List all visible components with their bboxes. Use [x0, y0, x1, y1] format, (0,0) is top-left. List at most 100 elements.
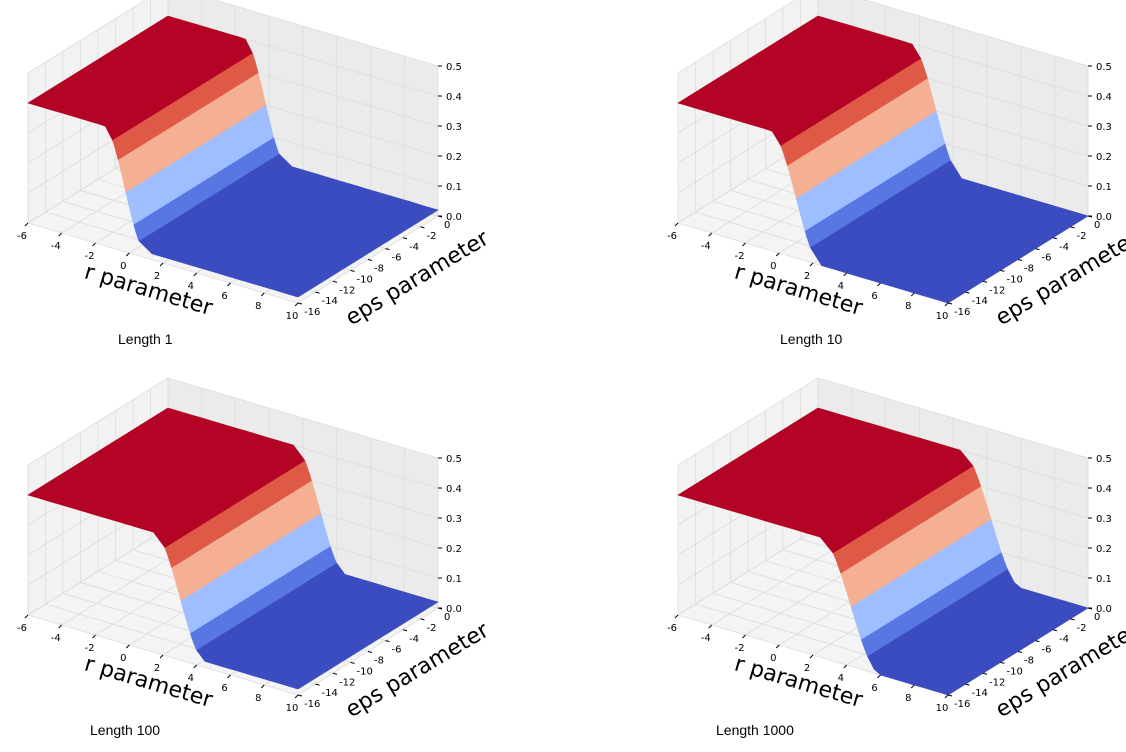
z-tick-label: 0.4 [1096, 92, 1112, 103]
z-tick-label: 0.1 [446, 574, 462, 585]
y-tick-label: -16 [304, 699, 320, 710]
x-tick-label: -2 [85, 251, 95, 262]
y-tick-mark [1052, 629, 1058, 632]
z-tick-label: 0.3 [446, 514, 462, 525]
surface [27, 15, 439, 298]
surface-band [840, 485, 992, 607]
surface-band [180, 512, 331, 634]
surface-band [27, 407, 306, 548]
x-tick-label: 4 [188, 673, 194, 684]
x-tick-label: -2 [735, 643, 745, 654]
surface-band [27, 15, 253, 141]
y-tick-label: 0 [1094, 220, 1100, 231]
x-tick-label: 8 [255, 693, 261, 704]
plot-caption: Length 100 [90, 722, 161, 738]
x-tick-mark [193, 272, 198, 277]
surface-band [786, 77, 937, 199]
grid-line [27, 377, 439, 466]
x-tick-label: 10 [936, 703, 949, 714]
surface-band [780, 57, 928, 166]
y-tick-mark [965, 683, 970, 686]
z-tick-label: 0.0 [446, 212, 462, 223]
y-tick-label: -14 [322, 296, 338, 307]
x-tick-label: 8 [255, 301, 261, 312]
x-tick-mark [944, 302, 949, 307]
surface-band [677, 407, 974, 554]
x-tick-mark [944, 694, 949, 699]
x-tick-label: -6 [17, 231, 27, 242]
surface-band [117, 72, 267, 193]
x-tick-mark [877, 674, 881, 679]
x-tick-mark [294, 694, 299, 699]
surface-band [850, 518, 1002, 640]
x-tick-label: 0 [770, 261, 776, 272]
y-tick-label: -16 [954, 699, 970, 710]
z-tick-label: 0.2 [446, 544, 462, 555]
z-tick-label: 0.4 [446, 92, 462, 103]
y-tick-label: -6 [392, 645, 402, 656]
surface-plot-length-100: -6 -4 -2 0 2 4 6 8 10 -16 -14 -12 -10 -8 -6 -4 -2 0 0.0 0.1… [0, 377, 494, 752]
surface-band [112, 52, 259, 161]
x-tick-mark [775, 252, 780, 257]
x-tick-mark [159, 654, 164, 659]
x-tick-mark [708, 232, 713, 237]
x-tick-mark [910, 684, 915, 689]
x-tick-mark [24, 222, 29, 227]
grid-line [677, 0, 1089, 74]
x-tick-label: 2 [804, 663, 810, 674]
x-tick-mark [159, 262, 164, 267]
x-tick-label: 0 [120, 261, 126, 272]
x-tick-mark [227, 674, 231, 679]
x-tick-label: -6 [667, 623, 677, 634]
x-tick-label: 10 [936, 311, 949, 322]
y-tick-label: -2 [1077, 623, 1087, 634]
x-tick-mark [92, 242, 96, 247]
y-tick-mark [385, 248, 390, 251]
x-tick-label: 8 [905, 693, 911, 704]
x-tick-label: -4 [51, 241, 61, 252]
x-tick-label: -2 [735, 251, 745, 262]
surface-band [171, 480, 322, 601]
z-tick-label: 0.1 [1096, 182, 1112, 193]
surface-plot-length-1000: -6 -4 -2 0 2 4 6 8 10 -16 -14 -12 -10 -8 -6 -4 -2 0 0.0 0.1… [650, 377, 1126, 752]
y-tick-label: -8 [374, 656, 384, 667]
y-tick-mark [982, 672, 988, 675]
y-tick-label: -4 [409, 634, 419, 645]
y-tick-mark [1017, 259, 1023, 261]
y-tick-label: 0 [444, 612, 450, 623]
x-tick-label: -4 [701, 633, 711, 644]
y-tick-mark [315, 291, 320, 294]
z-tick-label: 0.2 [1096, 152, 1112, 163]
grid-line [27, 0, 439, 74]
z-tick-label: 0.4 [446, 484, 462, 495]
x-tick-mark [260, 684, 265, 689]
y-tick-label: -4 [1059, 242, 1069, 253]
z-tick-label: 0.5 [446, 454, 462, 465]
y-tick-mark [297, 302, 303, 305]
y-tick-mark [1000, 269, 1005, 272]
z-tick-label: 0.3 [1096, 122, 1112, 133]
x-tick-mark [809, 654, 814, 659]
y-tick-label: -12 [339, 285, 355, 296]
y-tick-mark [1017, 651, 1023, 653]
plot-caption: Length 1000 [716, 722, 794, 738]
x-tick-label: 10 [286, 703, 299, 714]
x-tick-mark [843, 664, 848, 669]
y-tick-mark [297, 694, 303, 697]
y-tick-label: -14 [972, 688, 988, 699]
x-tick-label: -4 [51, 633, 61, 644]
y-tick-label: -6 [1042, 253, 1052, 264]
y-tick-mark [385, 640, 390, 643]
surface-band [677, 15, 922, 146]
x-tick-mark [708, 624, 713, 629]
y-tick-label: -12 [989, 677, 1005, 688]
x-tick-mark [125, 644, 130, 649]
x-tick-label: 8 [905, 301, 911, 312]
surface-band [125, 104, 275, 225]
